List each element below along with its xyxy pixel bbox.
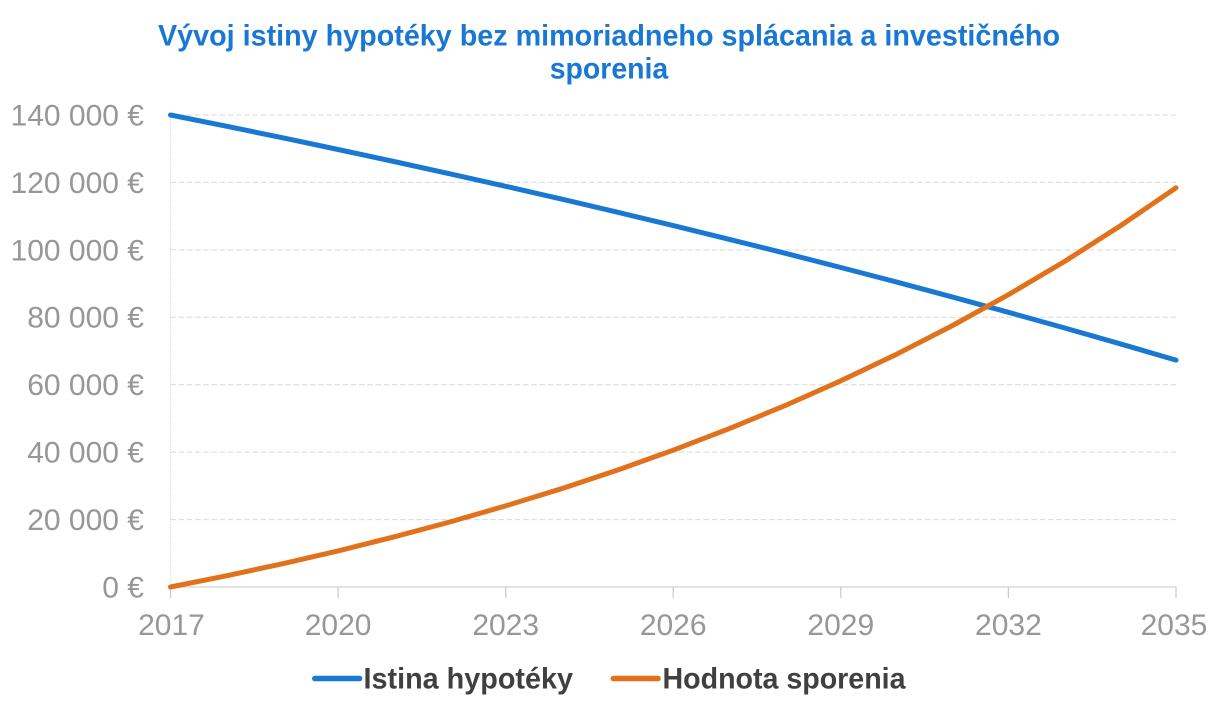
svg-text:Hodnota sporenia: Hodnota sporenia: [663, 663, 906, 696]
svg-text:sporenia: sporenia: [550, 53, 669, 86]
svg-text:2035: 2035: [1141, 609, 1208, 642]
svg-text:2026: 2026: [640, 609, 707, 642]
svg-text:2032: 2032: [975, 609, 1042, 642]
svg-text:0 €: 0 €: [102, 571, 144, 604]
svg-text:100 000 €: 100 000 €: [11, 234, 145, 267]
svg-text:140 000 €: 140 000 €: [11, 99, 145, 132]
svg-text:20 000 €: 20 000 €: [27, 504, 144, 537]
svg-text:120 000 €: 120 000 €: [11, 167, 145, 200]
svg-text:Vývoj istiny hypotéky bez mimo: Vývoj istiny hypotéky bez mimoriadneho s…: [158, 20, 1060, 53]
svg-text:2017: 2017: [138, 609, 205, 642]
svg-text:2023: 2023: [472, 609, 539, 642]
svg-text:60 000 €: 60 000 €: [27, 369, 144, 402]
svg-text:40 000 €: 40 000 €: [27, 437, 144, 470]
svg-text:80 000 €: 80 000 €: [27, 302, 144, 335]
svg-text:2029: 2029: [807, 609, 874, 642]
svg-text:2020: 2020: [305, 609, 372, 642]
svg-text:Istina hypotéky: Istina hypotéky: [364, 663, 574, 696]
